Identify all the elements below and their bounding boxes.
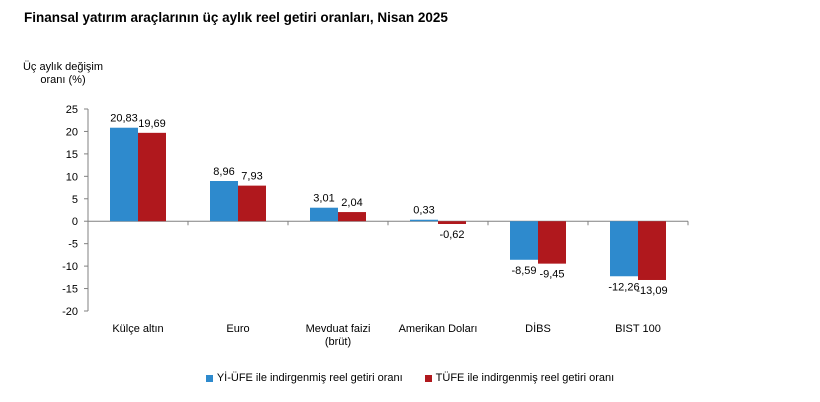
bar: [510, 221, 538, 260]
y-tick-label: 20: [66, 126, 78, 138]
data-label: -9,45: [539, 269, 564, 281]
y-axis-title-line: oranı (%): [40, 74, 85, 86]
bar: [538, 221, 566, 264]
data-label: 7,93: [241, 171, 262, 183]
legend-label-yi-ufe: Yİ-ÜFE ile indirgenmiş reel getiri oranı: [216, 372, 403, 384]
bar: [338, 212, 366, 222]
y-tick-label: -5: [68, 239, 78, 251]
data-label: -8,59: [511, 265, 536, 277]
y-tick-label: -20: [62, 306, 78, 318]
category-label: Amerikan Doları: [399, 323, 478, 335]
y-tick-label: 0: [72, 216, 78, 228]
chart-legend: Yİ-ÜFE ile indirgenmiş reel getiri oranı…: [0, 372, 820, 384]
category-label: Külçe altın: [112, 323, 163, 335]
legend-item-tufe: TÜFE ile indirgenmiş reel getiri oranı: [424, 372, 615, 384]
data-label: -0,62: [439, 229, 464, 241]
category-label: BIST 100: [615, 323, 661, 335]
bar: [138, 132, 166, 222]
bar: [610, 221, 638, 277]
data-label: 0,33: [413, 205, 434, 217]
data-label: -12,26: [608, 281, 639, 293]
category-label: DİBS: [525, 322, 551, 335]
data-label: 2,04: [341, 197, 362, 209]
data-label: 19,69: [138, 118, 166, 130]
chart-title: Finansal yatırım araçlarının üç aylık re…: [24, 10, 448, 25]
y-tick-label: -10: [62, 261, 78, 273]
data-label: 3,01: [313, 193, 334, 205]
data-label: -13,09: [636, 285, 667, 297]
legend-item-yi-ufe: Yİ-ÜFE ile indirgenmiş reel getiri oranı: [205, 372, 403, 384]
y-axis-title-line: Üç aylık değişim: [23, 61, 103, 73]
bar: [410, 219, 438, 222]
y-tick-label: 10: [66, 171, 78, 183]
bar: [238, 185, 266, 222]
bar: [638, 221, 666, 280]
y-tick-label: 15: [66, 149, 78, 161]
y-tick-label: 5: [72, 194, 78, 206]
legend-label-tufe: TÜFE ile indirgenmiş reel getiri oranı: [435, 372, 615, 384]
category-label: (brüt): [325, 336, 351, 348]
y-tick-label: 25: [66, 104, 78, 116]
data-label: 8,96: [213, 166, 234, 178]
data-label: 20,83: [110, 113, 138, 125]
bar: [438, 221, 466, 225]
legend-swatch-tufe: [424, 374, 432, 382]
category-label: Euro: [226, 323, 249, 335]
category-label: Mevduat faizi: [306, 323, 371, 335]
bar: [110, 127, 138, 222]
legend-swatch-yi-ufe: [205, 374, 213, 382]
bar: [210, 181, 238, 222]
bar: [310, 207, 338, 222]
y-tick-label: -15: [62, 284, 78, 296]
